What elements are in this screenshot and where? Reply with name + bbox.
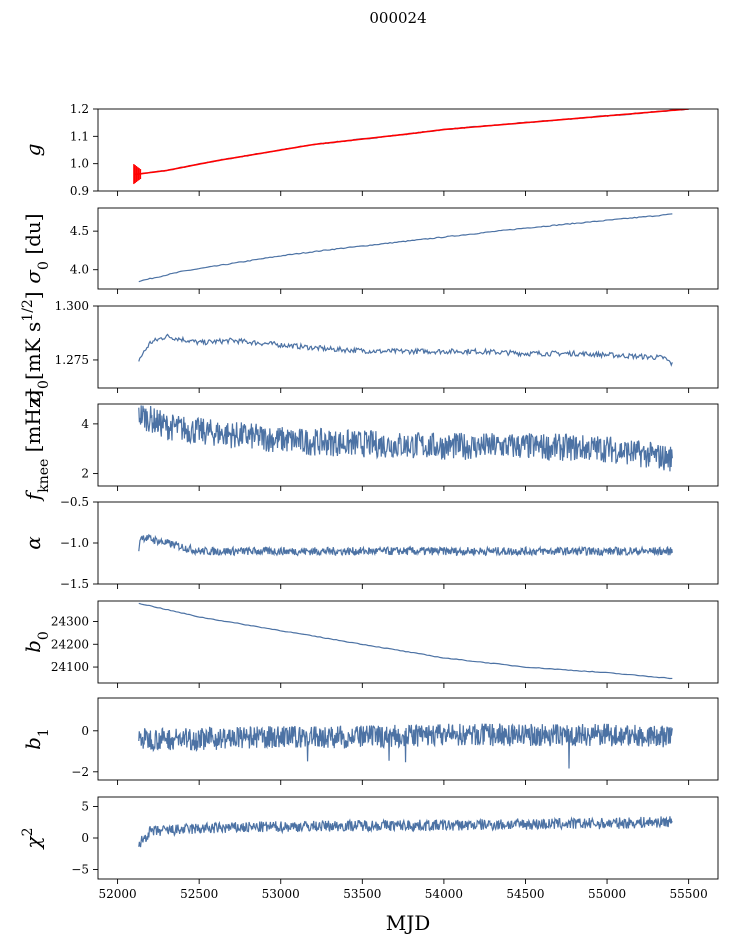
x-tick-label: 52500 — [180, 887, 218, 901]
axes-frame-fknee — [97, 403, 719, 487]
y-tick-label: 1.300 — [55, 299, 89, 313]
panel-sigma0_du: 4.0 4.5 σ0 [du] — [21, 207, 719, 294]
y-axis-label-sigma0_du: σ0 [du] — [21, 213, 52, 283]
y-tick-label: 1.1 — [70, 129, 89, 143]
y-tick-label: 0 — [81, 831, 89, 845]
axes-frame-b1 — [97, 697, 719, 781]
axes-frame-chi2 — [97, 796, 719, 880]
x-tick-label: 54500 — [506, 887, 544, 901]
axes-frame-sigma0_mk — [97, 305, 719, 389]
y-tick-label: −0.5 — [60, 495, 89, 509]
y-tick-label: −2 — [71, 765, 89, 779]
y-axis-label-fknee: fknee [mHz] — [21, 390, 52, 502]
y-tick-label: 24300 — [51, 615, 89, 629]
y-tick-label: 2 — [81, 467, 89, 481]
series-line-alpha — [138, 533, 673, 557]
series-line-fknee — [138, 405, 673, 472]
series-line-sigma0_mk — [138, 333, 673, 367]
y-tick-label: 1.275 — [55, 353, 89, 367]
y-tick-label: 0 — [81, 724, 89, 738]
x-tick-label: 53500 — [343, 887, 381, 901]
x-axis-label: MJD — [386, 911, 431, 935]
y-tick-label: 24200 — [51, 637, 89, 651]
fit-line-g — [133, 109, 689, 176]
axes-frame-b0 — [97, 600, 719, 684]
x-tick-label: 53000 — [262, 887, 300, 901]
y-axis-label-b0: b0 — [21, 631, 52, 653]
x-tick-label: 54000 — [425, 887, 463, 901]
x-tick-label: 52000 — [98, 887, 136, 901]
y-tick-label: −5 — [71, 863, 89, 877]
series-line-b1 — [138, 723, 673, 769]
panel-b1: 0 −2 b1 — [21, 697, 719, 785]
axes-frame-alpha — [97, 501, 719, 585]
panel-g: 0.9 1.0 1.1 1.2 g — [21, 102, 719, 198]
panel-alpha: −0.5 −1.0 −1.5 α — [21, 495, 719, 591]
y-tick-label: 0.9 — [70, 184, 89, 198]
series-line-sigma0_du — [138, 213, 673, 283]
y-axis-label-chi2: χ2 — [20, 827, 45, 850]
panel-fknee: 2 4 fknee [mHz] — [21, 390, 719, 502]
y-tick-label: 24100 — [51, 660, 89, 674]
x-tick-label: 55500 — [670, 887, 708, 901]
series-line-b0 — [138, 602, 673, 680]
y-tick-label: 5 — [81, 799, 89, 813]
panels: 0.9 1.0 1.1 1.2 g 4.0 4.5 σ0 [du] 1.275 1.300σ0[m… — [20, 102, 719, 901]
y-axis-label-sigma0_mk: σ0[mK s1/2] — [20, 291, 52, 402]
x-tick-label: 55000 — [588, 887, 626, 901]
panel-chi2: 5 0 −5 52000 52500 53000 53500 54000 54500 55000 5… — [20, 796, 719, 901]
series-line-g — [133, 109, 689, 176]
y-axis-label-b1: b1 — [21, 728, 52, 750]
y-tick-label: 1.0 — [70, 157, 89, 171]
axes-frame-sigma0_du — [97, 207, 719, 290]
y-tick-label: 1.2 — [70, 102, 89, 116]
y-tick-label: 4.5 — [70, 224, 89, 238]
panel-b0: 24100 24200 24300 b0 — [21, 600, 719, 688]
figure-title: 000024 — [369, 9, 426, 27]
y-tick-label: −1.5 — [60, 577, 89, 591]
axes-frame-g — [97, 108, 719, 192]
y-axis-label-alpha: α — [21, 536, 45, 550]
series-line-chi2 — [138, 816, 673, 848]
y-tick-label: 4 — [81, 417, 89, 431]
y-tick-label: 4.0 — [70, 263, 89, 277]
y-tick-label: −1.0 — [60, 536, 89, 550]
y-axis-label-g: g — [21, 144, 45, 157]
